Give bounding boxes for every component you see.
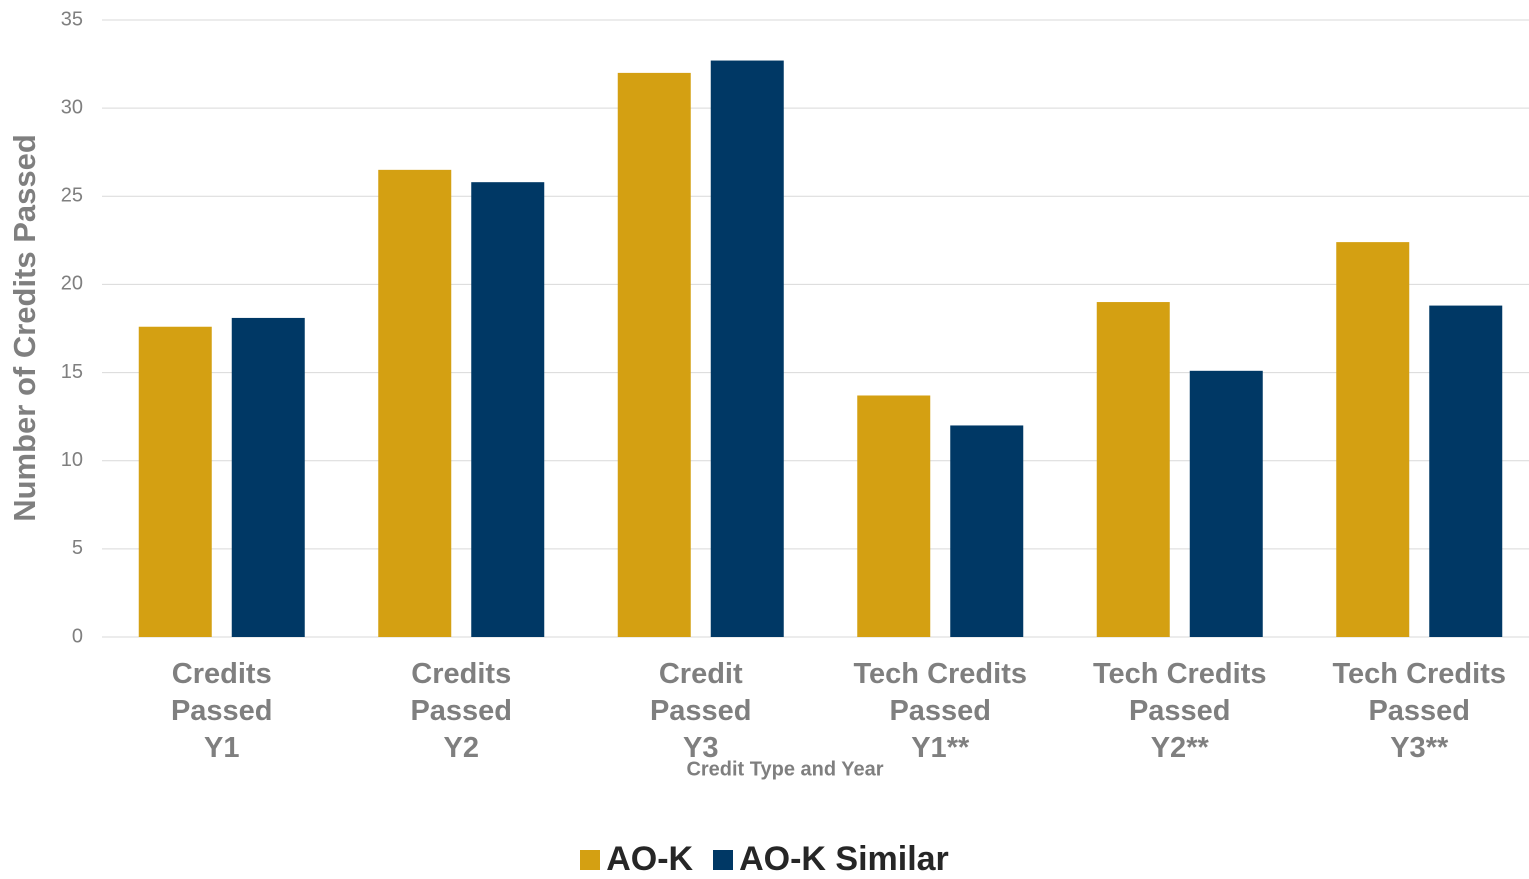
bar — [378, 169, 452, 638]
y-tick-label: 10 — [61, 449, 83, 471]
legend: AO-K AO-K Similar — [0, 840, 1529, 879]
x-tick-label: Credits Passed Y2 — [410, 658, 513, 764]
bar — [231, 317, 305, 637]
legend-label: AO-K Similar — [739, 840, 949, 878]
bar — [950, 425, 1024, 637]
bar — [857, 395, 931, 637]
x-tick-label: Credits Passed Y1 — [170, 658, 273, 764]
bar — [1096, 302, 1170, 637]
legend-item: AO-K — [580, 840, 693, 879]
x-tick-label: Credit Passed Y3 — [649, 658, 752, 764]
legend-item: AO-K Similar — [713, 840, 949, 879]
y-tick-label: 30 — [61, 96, 83, 118]
y-tick-label: 15 — [61, 361, 83, 383]
bar — [1336, 242, 1410, 637]
y-tick-label: 25 — [61, 185, 83, 207]
bar — [138, 326, 212, 637]
bar — [1189, 370, 1263, 637]
legend-swatch — [713, 849, 734, 870]
bar — [471, 182, 545, 637]
bar — [617, 72, 691, 637]
y-tick-label: 0 — [72, 625, 83, 647]
x-axis-title: Credit Type and Year — [686, 758, 883, 780]
x-tick-label: Tech Credits Passed Y1** — [853, 658, 1027, 764]
legend-swatch — [580, 849, 601, 870]
bar — [1429, 305, 1503, 637]
y-tick-label: 20 — [61, 273, 83, 295]
y-tick-label: 5 — [72, 537, 83, 559]
legend-label: AO-K — [606, 840, 694, 878]
x-tick-label: Tech Credits Passed Y2** — [1092, 658, 1267, 764]
y-axis-title: Number of Credits Passed — [7, 134, 42, 522]
bar — [710, 60, 784, 637]
x-tick-label: Tech Credits Passed Y3** — [1332, 658, 1506, 764]
y-tick-label: 35 — [61, 8, 83, 30]
